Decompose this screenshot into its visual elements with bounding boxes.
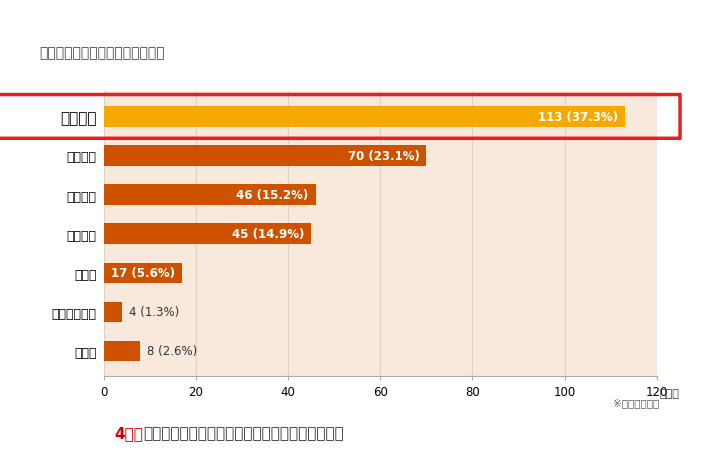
Bar [104,107,625,127]
Text: 治療内容の不満・トラブルの内訳: 治療内容の不満・トラブルの内訳 [39,46,165,60]
Text: が「治療方法」に不満やトラブルを持っている！: が「治療方法」に不満やトラブルを持っている！ [143,425,344,441]
Text: 4 (1.3%): 4 (1.3%) [129,306,179,319]
Text: （件）: （件） [660,388,680,398]
Text: 46 (15.2%): 46 (15.2%) [236,189,308,202]
Bar [104,146,426,166]
Bar [104,302,122,322]
Text: 17 (5.6%): 17 (5.6%) [111,267,175,280]
Bar [104,224,311,244]
Text: ※複数回答あり: ※複数回答あり [613,397,660,407]
Text: 45 (14.9%): 45 (14.9%) [232,228,304,241]
Bar [104,185,316,205]
Text: 4割弱: 4割弱 [114,425,143,441]
Text: 113 (37.3%): 113 (37.3%) [538,111,618,123]
Bar [104,263,182,283]
Bar [104,341,141,361]
Text: 8 (2.6%): 8 (2.6%) [147,345,198,358]
Text: 70 (23.1%): 70 (23.1%) [348,150,419,162]
